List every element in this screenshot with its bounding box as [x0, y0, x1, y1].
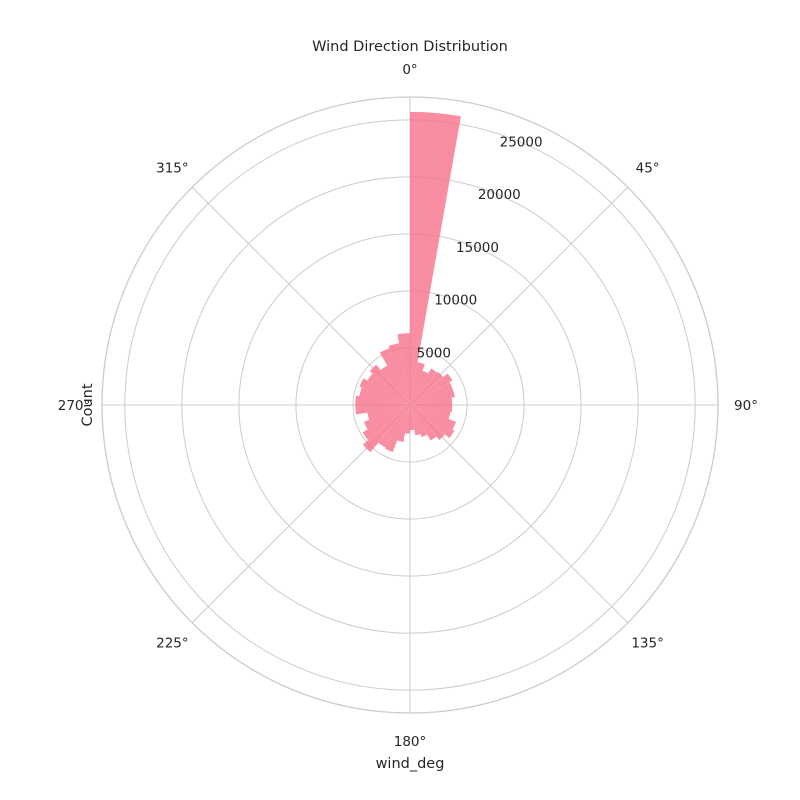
angle-tick-label-315: 315° — [156, 160, 189, 176]
bar-330 — [379, 348, 410, 405]
bar-190 — [397, 405, 410, 443]
angle-tick-labels: 0° 45° 90° 135° 180° 225° 270° 315° — [58, 62, 758, 750]
bar-200 — [384, 405, 410, 453]
bar-100 — [410, 405, 451, 420]
bar-90 — [410, 405, 453, 413]
bar-110 — [410, 405, 457, 430]
bar-240 — [363, 405, 410, 430]
bar-60 — [410, 382, 453, 405]
bar-220 — [362, 405, 410, 453]
bar-50 — [410, 373, 453, 405]
radial-tick-label-25000: 25000 — [500, 135, 543, 151]
bar-150 — [410, 405, 428, 438]
radial-tick-label-5000: 5000 — [417, 345, 451, 361]
x-axis-label: wind_deg — [376, 756, 445, 772]
angle-tick-label-180: 180° — [394, 734, 427, 750]
radial-tick-label-15000: 15000 — [456, 240, 499, 256]
bar-30 — [410, 368, 438, 405]
bar-320 — [380, 365, 410, 405]
bar-120 — [410, 405, 455, 438]
bar-170 — [410, 405, 415, 431]
angle-tick-label-225: 225° — [156, 636, 189, 652]
bar-130 — [410, 405, 445, 440]
bar-20 — [410, 370, 429, 405]
chart-title: Wind Direction Distribution — [312, 39, 508, 55]
angular-gridline — [409, 404, 629, 624]
angle-tick-label-45: 45° — [636, 160, 660, 176]
bar-250 — [367, 405, 410, 420]
radial-tick-label-10000: 10000 — [434, 293, 477, 309]
outer-frame — [101, 96, 719, 714]
angle-tick-label-90: 90° — [734, 398, 758, 414]
bar-210 — [378, 405, 410, 448]
bar-260 — [355, 405, 410, 415]
bar-350 — [397, 333, 410, 405]
radial-tick-label-20000: 20000 — [478, 187, 521, 203]
angle-tick-label-270: 270° — [58, 398, 91, 414]
angle-tick-label-135: 135° — [631, 636, 664, 652]
bar-180 — [405, 405, 410, 434]
bar-160 — [410, 405, 421, 436]
angular-gridline — [409, 186, 629, 406]
bar-340 — [388, 343, 410, 405]
bar-280 — [359, 387, 410, 405]
bar-310 — [369, 364, 410, 405]
bar-10 — [410, 362, 425, 405]
y-axis-label: Count — [80, 383, 96, 426]
radial-tick-labels: 5000 10000 15000 20000 25000 — [417, 135, 543, 362]
bar-0 — [410, 111, 461, 405]
bar-70 — [410, 389, 455, 405]
bar-series — [355, 111, 461, 453]
bar-40 — [410, 371, 444, 405]
bar-290 — [359, 378, 410, 405]
bar-140 — [410, 405, 437, 441]
bar-300 — [367, 373, 410, 405]
angle-tick-label-0: 0° — [402, 62, 417, 78]
bar-230 — [362, 405, 410, 441]
bar-80 — [410, 397, 453, 405]
bar-270 — [355, 395, 410, 405]
